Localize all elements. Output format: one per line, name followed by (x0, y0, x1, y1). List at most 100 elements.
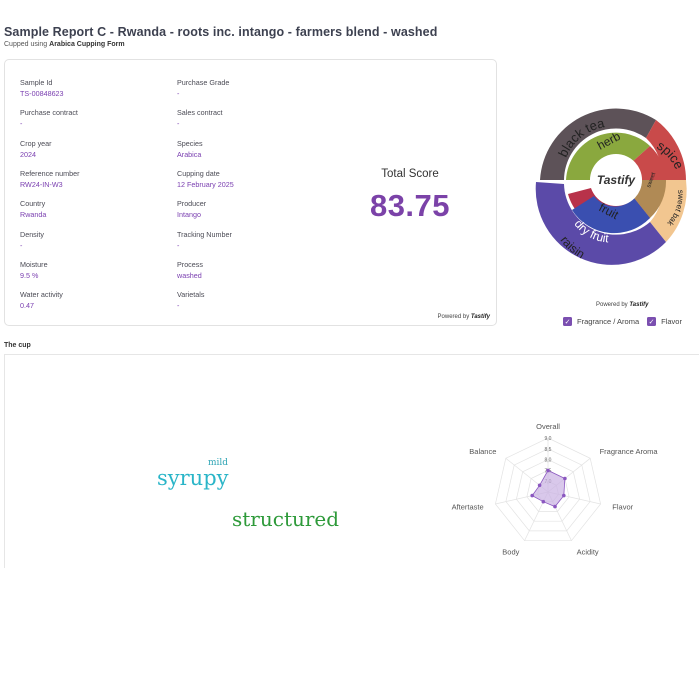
powered-by-text: Powered by (437, 314, 470, 320)
field-value: - (20, 119, 23, 129)
wheel-center-logo: Tastify (597, 173, 637, 187)
field-species: Species Arabica (177, 139, 327, 159)
field-value: 12 February 2025 (177, 179, 234, 189)
total-score-value: 83.75 (369, 188, 451, 223)
field-sample-id: Sample Id TS-00848623 (20, 78, 170, 98)
radar-tick-label: 8,0 (545, 458, 552, 464)
field-moisture: Moisture 9.5 % (20, 260, 170, 280)
field-value: Arabica (177, 149, 202, 159)
word-cloud-mild: mild (208, 458, 229, 468)
wheel-inner-dry-fruit (572, 196, 650, 234)
field-label: Country (20, 199, 46, 209)
wheel-outer-pastry (650, 180, 687, 242)
wheel-legend: ✓ Fragrance / Aroma ✓ Flavor (563, 317, 690, 326)
field-crop-year: Crop year 2024 (20, 139, 170, 159)
field-label: Tracking Number (177, 229, 232, 239)
total-score-label: Total Score (381, 168, 439, 180)
radar-point[interactable] (563, 476, 567, 481)
powered-by-card: Powered by Tastify (438, 314, 490, 320)
field-label: Species (177, 138, 203, 148)
field-producer: Producer Intango (177, 199, 327, 219)
wheel-outer-black-tea (540, 108, 656, 180)
radar-axis-label: Body (502, 548, 519, 557)
field-label: Sales contract (177, 108, 223, 118)
field-country: Country Rwanda (20, 199, 170, 219)
field-label: Cupping date (177, 168, 220, 178)
field-value: RW24-IN-W3 (20, 179, 63, 189)
radar-axis-label: Acidity (577, 548, 599, 557)
field-value: 9.5 % (20, 270, 39, 280)
field-value: - (177, 240, 180, 250)
cupping-form-name: Arabica Cupping Form (49, 41, 125, 48)
flavor-wheel: Tastify black tea herb spice sweet sweet… (528, 92, 687, 265)
field-water-activity: Water activity 0.47 (20, 290, 170, 310)
wheel-outer-raisin (535, 182, 666, 265)
radar-series-area (531, 469, 566, 508)
legend-fragrance-checkbox[interactable]: ✓ (563, 317, 572, 326)
field-value: TS-00848623 (20, 89, 64, 98)
field-label: Purchase contract (20, 108, 78, 118)
field-label: Process (177, 259, 203, 269)
field-value: - (20, 240, 23, 250)
radar-grid-ring (526, 470, 570, 512)
field-label: Producer (177, 199, 207, 209)
field-value: - (177, 301, 180, 311)
cupping-radar-chart: Overall Fragrance Aroma Flavor Acidity Body A… (452, 422, 659, 557)
field-label: Moisture (20, 259, 48, 269)
field-process: Process washed (177, 260, 327, 280)
field-reference-number: Reference number RW24-IN-W3 (20, 169, 170, 189)
wheel-label-sweet: sweet (646, 172, 657, 189)
cup-panel (4, 354, 699, 568)
radar-point[interactable] (553, 504, 557, 509)
field-density: Density - (20, 230, 170, 250)
field-tracking-number: Tracking Number - (177, 230, 327, 250)
field-label: Water activity (20, 290, 63, 300)
field-label: Varietals (177, 290, 205, 300)
tastify-logo-wheel: Tastify (629, 302, 649, 308)
radar-tick-label: 9,0 (545, 436, 552, 442)
field-value: - (177, 89, 180, 98)
radar-grid-ring (516, 459, 580, 522)
subtitle-prefix: Cupped using (4, 41, 48, 48)
word-cloud-syrupy: syrupy (157, 466, 229, 490)
legend-fragrance-aroma[interactable]: ✓ Fragrance / Aroma (563, 317, 639, 326)
field-value: washed (177, 270, 202, 280)
radar-point[interactable] (562, 493, 566, 498)
field-value: 0.47 (20, 301, 34, 311)
field-varietals: Varietals - (177, 290, 327, 310)
wheel-inner-sweet (634, 180, 667, 218)
field-label: Reference number (20, 168, 80, 178)
legend-flavor[interactable]: ✓ Flavor (647, 317, 682, 326)
legend-flavor-label: Flavor (661, 317, 682, 326)
radar-tick-label: 8,5 (545, 447, 552, 453)
field-label: Sample Id (20, 78, 53, 87)
tastify-logo: Tastify (470, 314, 490, 320)
field-label: Crop year (20, 138, 52, 148)
radar-axis-label: Fragrance Aroma (600, 447, 659, 456)
legend-flavor-checkbox[interactable]: ✓ (647, 317, 657, 326)
radar-axis-label: Flavor (612, 503, 633, 512)
cup-section-label: The cup (4, 342, 31, 349)
field-value: Intango (177, 210, 201, 220)
report-subtitle: Cupped using Arabica Cupping Form (4, 41, 125, 48)
field-sales-contract: Sales contract - (177, 108, 327, 128)
powered-by-wheel-text: Powered by (596, 302, 628, 308)
field-value: - (177, 119, 180, 129)
field-label: Density (20, 229, 44, 239)
field-purchase-grade: Purchase Grade - (177, 78, 327, 98)
sample-info-card: Sample Id TS-00848623 Purchase Grade - Purch… (4, 59, 497, 326)
radar-grid-ring (495, 437, 601, 542)
field-purchase-contract: Purchase contract - (20, 108, 170, 128)
powered-by-wheel: Powered by Tastify (596, 302, 648, 308)
radar-point[interactable] (537, 483, 542, 488)
radar-axis-label: Balance (469, 447, 496, 456)
wheel-center (590, 154, 642, 206)
report-title: Sample Report C - Rwanda - roots inc. in… (4, 25, 438, 39)
radar-point[interactable] (530, 493, 534, 498)
radar-point[interactable] (546, 468, 550, 473)
radar-grid-ring (505, 448, 591, 532)
radar-axis-label: Aftertaste (452, 503, 484, 512)
wheel-outer-spice (646, 120, 686, 180)
radar-axis-label: Overall (536, 422, 560, 431)
radar-point[interactable] (541, 499, 546, 504)
